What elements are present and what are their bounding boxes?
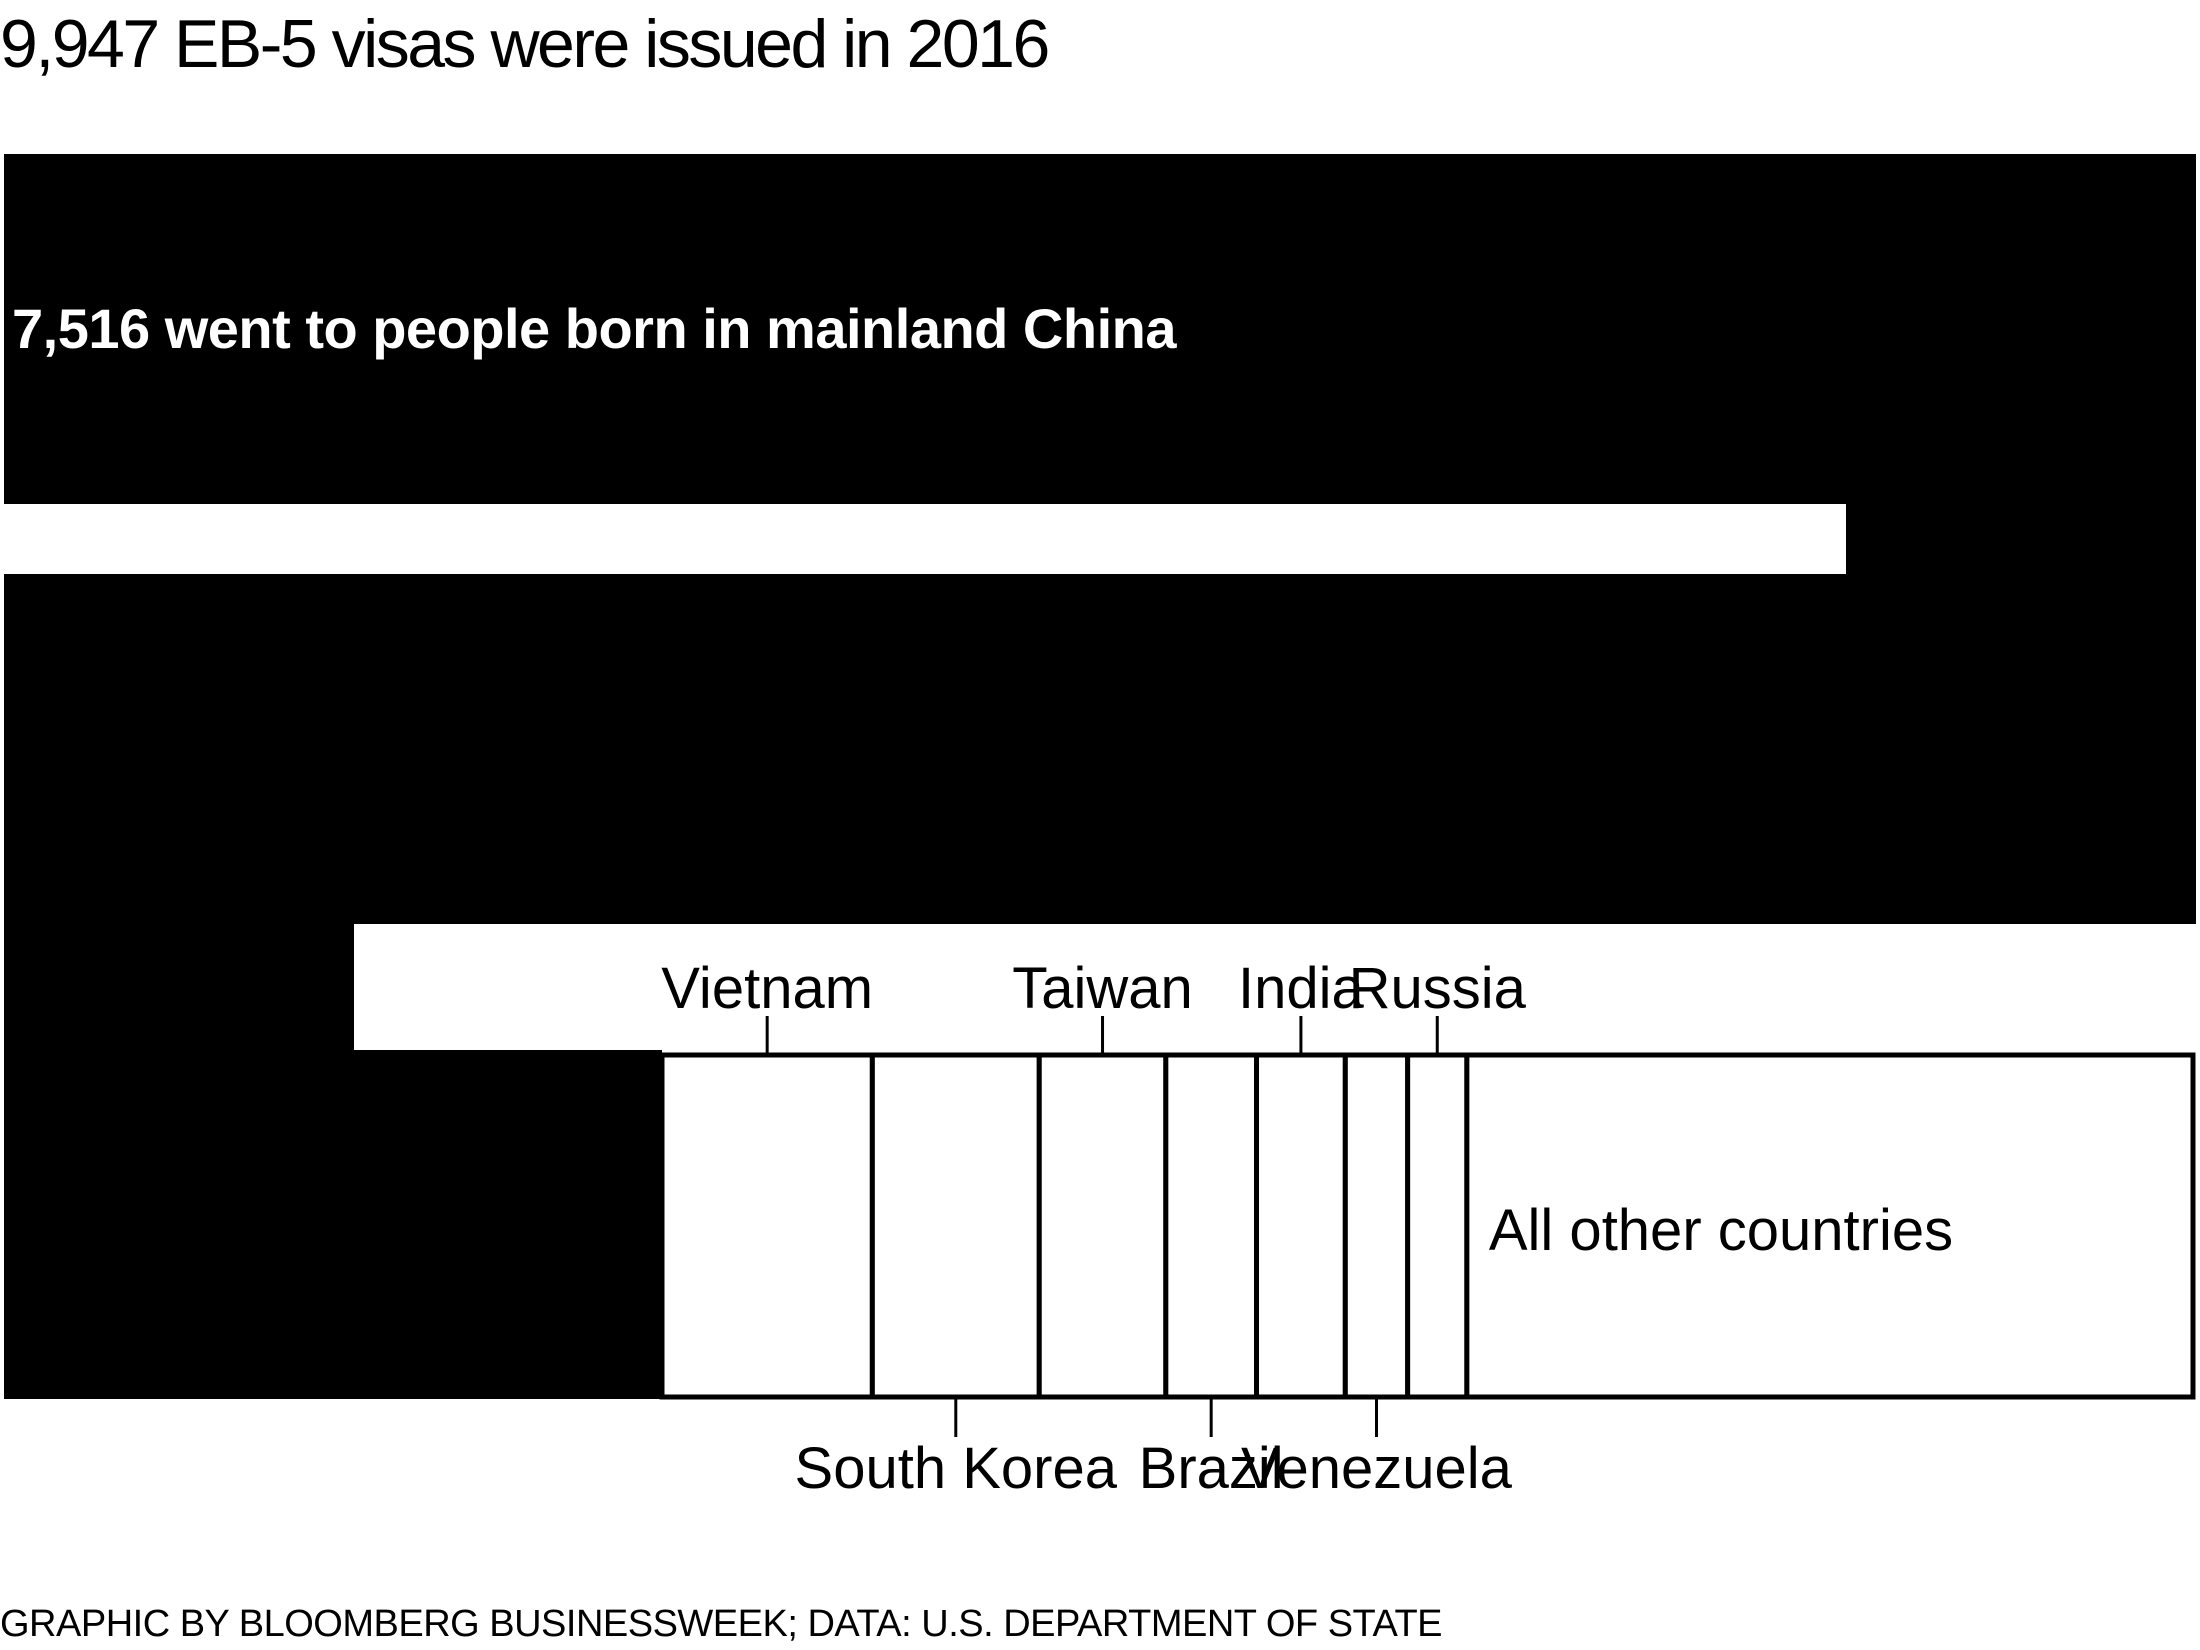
country-label-south-korea: South Korea (795, 1436, 1118, 1501)
country-label-all-other-countries: All other countries (1489, 1198, 1953, 1263)
china-segment-label: 7,516 went to people born in mainland Ch… (12, 297, 1177, 360)
country-label-brazil: Brazil (1139, 1436, 1284, 1501)
china-segment-group: 7,516 went to people born in mainland Ch… (4, 154, 2196, 1399)
country-box-south-korea (869, 1052, 1042, 1400)
country-label-russia: Russia (1349, 956, 1527, 1021)
country-label-india: India (1238, 956, 1365, 1021)
china-segment (4, 154, 2196, 1399)
country-box-india (1254, 1052, 1348, 1400)
country-label-venezuela: Venezuela (1241, 1436, 1513, 1501)
country-box-vietnam (659, 1052, 875, 1400)
country-box-venezuela (1342, 1052, 1411, 1400)
country-box-all-other-countries (1464, 1052, 2196, 1400)
source-credit: GRAPHIC BY BLOOMBERG BUSINESSWEEK; DATA:… (0, 1603, 1443, 1645)
country-box-brazil (1163, 1052, 1260, 1400)
country-labels-group: Vietnam South Korea Taiwan Brazil India Venez… (661, 956, 1953, 1501)
other-countries-group (659, 1052, 2196, 1400)
country-label-taiwan: Taiwan (1012, 956, 1193, 1021)
country-box-taiwan (1036, 1052, 1169, 1400)
country-box-russia (1405, 1052, 1470, 1400)
country-label-vietnam: Vietnam (661, 956, 873, 1021)
chart-title: 9,947 EB-5 visas were issued in 2016 (0, 6, 1050, 82)
